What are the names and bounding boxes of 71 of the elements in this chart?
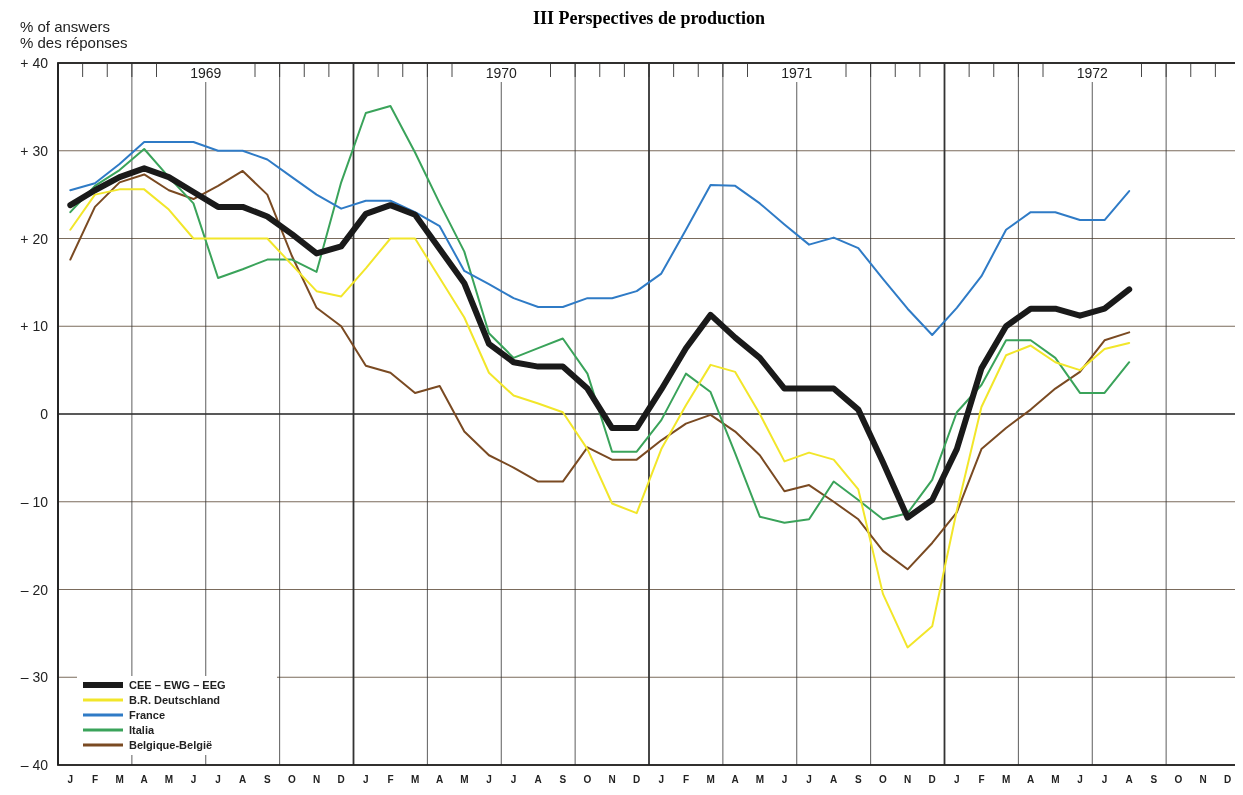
x-tick-label: D	[1224, 774, 1232, 785]
x-tick-label: M	[410, 774, 420, 785]
x-tick-label: J	[658, 774, 665, 785]
x-tick-label: J	[781, 774, 788, 785]
annotation: 1972	[1076, 65, 1109, 81]
legend-label: Italia	[129, 724, 155, 736]
x-tick-label: N	[312, 774, 321, 785]
x-tick-label: S	[263, 774, 271, 785]
x-tick-label: J	[215, 774, 221, 785]
chart-title: III Perspectives de production	[532, 8, 766, 28]
x-tick-label: N	[1199, 774, 1207, 785]
x-tick-label: A	[1027, 774, 1035, 785]
x-tick-label: A	[1125, 774, 1133, 785]
legend-label: France	[129, 709, 166, 721]
y-tick-label: 0	[40, 406, 49, 422]
x-tick-label: D	[633, 774, 641, 785]
y-tick-label: – 20	[20, 581, 49, 598]
y-tick-label: + 20	[20, 230, 49, 247]
x-tick-label: M	[755, 774, 764, 785]
annotation: 1971	[781, 65, 813, 81]
line-series	[69, 188, 1131, 649]
x-tick-label: M	[706, 774, 715, 785]
y-tick-label: + 10	[20, 318, 49, 335]
x-tick-label: O	[879, 774, 888, 785]
x-tick-label: A	[830, 774, 838, 785]
x-tick-label: J	[806, 774, 812, 785]
x-tick-label: A	[140, 774, 148, 785]
y-axis-title: % of answers % des réponses	[20, 18, 128, 51]
x-tick-label: M	[115, 774, 124, 785]
y-tick-label: – 40	[20, 757, 49, 773]
x-tick-label: J	[510, 774, 517, 785]
line-series	[69, 105, 1131, 524]
x-tick-label: J	[1077, 774, 1083, 785]
x-tick-label: A	[534, 774, 542, 785]
x-tick-label: S	[1150, 774, 1158, 785]
y-tick-label: – 30	[20, 669, 49, 686]
x-tick-label: O	[583, 774, 592, 785]
x-tick-label: N	[903, 774, 912, 785]
x-tick-label: M	[1001, 774, 1011, 785]
annotation: 1970	[485, 65, 518, 81]
x-tick-label: J	[1101, 774, 1108, 785]
x-tick-label: A	[731, 774, 739, 785]
x-tick-label: M	[460, 774, 469, 785]
x-tick-label: A	[239, 774, 247, 785]
x-tick-label: J	[67, 774, 74, 785]
legend-label: Belgique-België	[129, 739, 213, 751]
x-tick-label: D	[337, 774, 345, 785]
x-tick-label: J	[954, 774, 960, 785]
legend-label: CEE – EWG – EEG	[129, 679, 226, 691]
x-tick-label: F	[387, 774, 394, 785]
y-tick-label: + 40	[20, 55, 49, 71]
x-tick-label: F	[682, 774, 689, 785]
line-series	[69, 140, 1131, 337]
x-tick-label: J	[486, 774, 492, 785]
annotation: 1969	[190, 65, 222, 81]
x-tick-label: O	[288, 774, 297, 785]
x-tick-label: A	[436, 774, 444, 785]
y-tick-label: + 30	[20, 142, 49, 159]
x-tick-label: M	[164, 774, 173, 785]
x-tick-label: D	[928, 774, 936, 785]
x-tick-label: J	[363, 774, 369, 785]
x-tick-label: S	[559, 774, 567, 785]
x-tick-label: F	[978, 774, 985, 785]
x-tick-label: O	[1174, 774, 1183, 785]
legend-label: B.R. Deutschland	[129, 694, 221, 706]
x-tick-label: J	[190, 774, 197, 785]
x-tick-label: M	[1051, 774, 1060, 785]
y-tick-label: – 10	[20, 493, 49, 510]
x-tick-label: S	[854, 774, 862, 785]
x-tick-label: F	[91, 774, 98, 785]
x-tick-label: N	[608, 774, 616, 785]
